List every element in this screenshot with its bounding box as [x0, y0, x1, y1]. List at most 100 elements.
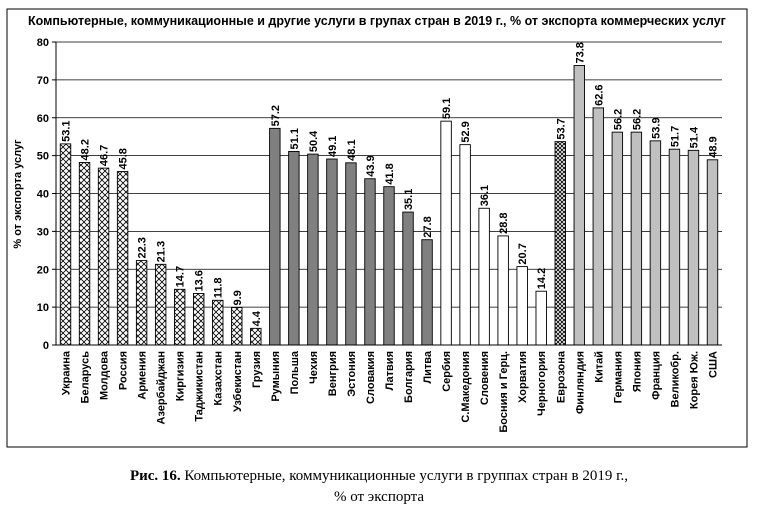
value-label: 36.1	[479, 185, 491, 206]
value-label: 28.8	[498, 212, 510, 233]
bar	[649, 140, 662, 346]
bar-chart: Компьютерные, коммуникационные и другие …	[6, 8, 748, 448]
bar	[59, 143, 72, 346]
value-label: 51.7	[669, 126, 681, 147]
category-label: Узбекистан	[232, 351, 244, 412]
bar	[554, 141, 566, 346]
y-tick-label: 20	[37, 264, 49, 276]
bar	[440, 120, 452, 346]
value-label: 9.9	[232, 290, 244, 305]
category-label: Босния и Герц.	[498, 351, 510, 433]
value-label: 48.1	[346, 139, 358, 160]
bar	[383, 186, 395, 346]
y-tick-label: 0	[43, 340, 49, 352]
value-label: 22.3	[137, 237, 149, 258]
bar	[611, 131, 624, 346]
value-label: 11.8	[213, 277, 225, 298]
category-label: Латвия	[384, 351, 396, 390]
bar	[478, 207, 490, 346]
category-label: Румыния	[270, 351, 282, 402]
category-label: Эстония	[346, 351, 358, 397]
value-label: 45.8	[118, 148, 130, 169]
bar	[97, 167, 110, 346]
category-label: Киргизия	[175, 351, 187, 401]
value-label: 48.2	[80, 139, 92, 160]
bar	[497, 235, 509, 346]
value-label: 56.2	[612, 109, 624, 130]
category-label: Словакия	[365, 351, 377, 404]
category-labels: Украина Беларусь Молдова Россия Армения Азерб…	[61, 350, 720, 433]
value-label: 62.6	[593, 84, 605, 105]
category-label: Корея Юж.	[688, 351, 700, 409]
bar	[459, 144, 471, 346]
value-label: 59.1	[441, 98, 453, 119]
category-label: Еврозона	[555, 350, 567, 403]
bar	[78, 161, 91, 346]
value-label: 51.1	[289, 128, 301, 149]
figure-caption: Рис. 16. Компьютерные, коммуникационные …	[0, 466, 758, 508]
category-label: Финляндия	[574, 351, 586, 414]
bar	[687, 149, 700, 346]
value-label: 4.4	[251, 310, 263, 326]
y-axis-label: % от экспорта услуг	[12, 139, 24, 249]
bar	[326, 158, 338, 346]
y-tick-label: 70	[37, 75, 49, 87]
category-label: Великобр.	[669, 351, 681, 407]
bar	[421, 239, 433, 346]
bar	[154, 263, 167, 346]
bar	[288, 151, 300, 346]
bar	[516, 266, 528, 346]
value-label: 14.7	[175, 266, 187, 287]
value-label: 41.8	[384, 163, 396, 184]
value-label: 53.1	[61, 120, 73, 141]
category-label: Молдова	[99, 350, 111, 400]
value-label: 46.7	[99, 145, 111, 166]
bar	[668, 148, 681, 346]
category-label: Болгария	[403, 351, 415, 403]
value-label: 56.2	[631, 109, 643, 130]
value-label: 21.3	[156, 241, 168, 262]
category-label: Азербайджан	[156, 351, 168, 424]
bar	[364, 178, 376, 346]
value-label: 20.7	[517, 243, 529, 264]
bar	[250, 327, 262, 346]
y-tick-label: 40	[37, 189, 49, 201]
y-tick-label: 10	[37, 302, 49, 314]
category-label: Казахстан	[213, 351, 225, 406]
category-label: Германия	[612, 351, 624, 403]
y-tick-label: 30	[37, 226, 49, 238]
value-label: 73.8	[574, 42, 586, 63]
category-label: Россия	[118, 351, 130, 390]
y-tick-label: 60	[37, 113, 49, 125]
bar	[307, 153, 319, 346]
bar	[592, 107, 605, 346]
value-label: 57.2	[270, 105, 282, 126]
value-label: 13.6	[194, 270, 206, 291]
bar	[630, 131, 643, 346]
category-label: Беларусь	[80, 351, 92, 404]
bar	[402, 211, 414, 346]
category-label: Армения	[137, 351, 149, 400]
value-label: 27.8	[422, 216, 434, 237]
category-label: Словения	[479, 351, 491, 405]
bar	[573, 65, 585, 346]
value-label: 43.9	[365, 155, 377, 176]
value-label: 52.9	[460, 121, 472, 142]
bar	[535, 290, 547, 346]
value-label: 35.1	[403, 189, 415, 210]
category-label: Чехия	[308, 351, 320, 384]
value-label: 48.9	[707, 136, 719, 157]
category-label: Китай	[593, 351, 605, 383]
bar	[173, 288, 186, 346]
category-label: Франция	[650, 351, 662, 400]
value-label: 53.7	[555, 118, 567, 139]
caption-line-2: % от экспорта	[333, 489, 425, 505]
value-label: 14.2	[536, 268, 548, 289]
y-tick-labels: 0 10 20 30 40 50 60 70 80	[37, 37, 49, 352]
category-label: Украина	[61, 350, 73, 395]
value-label: 49.1	[327, 136, 339, 157]
category-label: Хорватия	[517, 351, 529, 403]
bar	[116, 171, 129, 346]
bar	[231, 307, 243, 346]
